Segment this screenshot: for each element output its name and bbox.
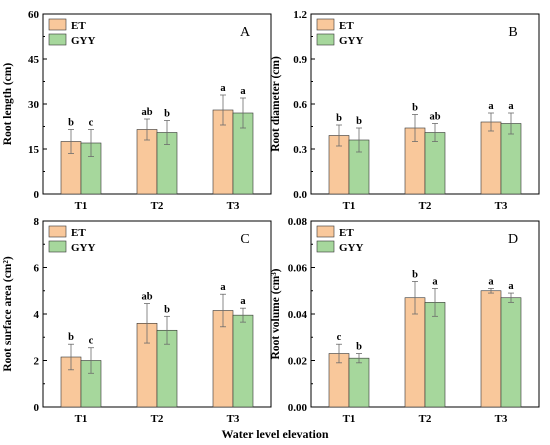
x-tick-label: T3 [227,413,240,425]
significance-letter: a [240,296,246,307]
significance-letter: b [68,118,74,129]
legend-swatch-et [316,225,335,238]
x-tick-label: T2 [151,413,164,425]
significance-letter: a [220,83,226,94]
y-tick-label: 0 [34,189,40,201]
common-x-axis-title: Water level elevation [221,427,328,441]
bar-gyy-t3 [232,314,254,408]
y-tick-label: 60 [28,9,40,21]
significance-letter: c [89,118,94,129]
bar-gyy-t1 [348,357,370,408]
legend-label-et: ET [339,20,354,32]
significance-letter: b [356,116,362,127]
significance-letter: c [337,332,342,343]
y-tick-label: 0.0 [293,189,307,201]
y-tick-label: 2 [34,356,40,368]
bar-gyy-t2 [424,302,446,408]
y-tick-label: 0.02 [288,356,308,368]
significance-letter: ab [429,112,440,123]
y-axis-title: Root length (cm) [2,63,14,146]
legend-swatch-gyy [48,33,67,46]
panel-c: 0 2 4 6 8 Root surface area (cm²) C T1 b c T2 ab b T3… [2,216,272,425]
bar-gyy-t3 [500,297,522,408]
legend-label-et: ET [71,20,86,32]
legend-label-gyy: GYY [339,35,364,47]
x-tick-label: T2 [419,200,432,212]
significance-letter: a [508,101,514,112]
legend-swatch-gyy [316,33,335,46]
y-axis-title: Root volume (cm³) [270,268,282,359]
significance-letter: b [68,332,74,343]
panel-label: B [508,25,517,40]
significance-letter: ab [141,107,152,118]
x-tick-label: T2 [419,413,432,425]
y-tick-label: 0.06 [288,263,308,275]
panel-label: D [508,232,518,247]
y-tick-label: 0.00 [288,402,308,414]
legend-label-gyy: GYY [71,35,96,47]
panel-label: C [240,232,249,247]
panel-label: A [240,25,251,40]
panel-b: 0.0 0.3 0.6 0.9 1.2 Root diameter (cm) B T1 b b T2… [270,9,540,212]
y-tick-label: 0.9 [293,54,307,66]
legend-swatch-gyy [316,240,335,253]
y-tick-label: 6 [34,263,40,275]
panel-d: 0.00 0.02 0.04 0.06 0.08 Root volume (cm³) D T1… [270,216,540,425]
y-tick-label: 15 [28,144,40,156]
legend-label-gyy: GYY [71,242,96,254]
significance-letter: a [488,276,494,287]
y-tick-label: 8 [34,216,40,228]
x-tick-label: T1 [75,200,88,212]
significance-letter: a [488,101,494,112]
significance-letter: ab [141,292,152,303]
significance-letter: a [220,282,226,293]
significance-letter: a [432,276,438,287]
significance-letter: a [240,86,246,97]
x-tick-label: T3 [495,200,508,212]
legend-swatch-et [316,18,335,31]
legend-label-gyy: GYY [339,242,364,254]
significance-letter: a [508,281,514,292]
x-tick-label: T3 [495,413,508,425]
significance-letter: b [336,113,342,124]
x-tick-label: T1 [343,413,356,425]
significance-letter: b [412,269,418,280]
y-tick-label: 4 [34,309,40,321]
y-tick-label: 1.2 [293,9,307,21]
panel-a: 0 15 30 45 60 Root length (cm) A T1 b c T2 ab b T3 a a E… [2,9,272,212]
legend-label-et: ET [339,227,354,239]
legend-swatch-et [48,225,67,238]
y-tick-label: 0.6 [293,99,307,111]
x-tick-label: T1 [343,200,356,212]
significance-letter: b [356,342,362,353]
y-tick-label: 30 [28,99,40,111]
significance-letter: b [412,103,418,114]
y-axis-title: Root surface area (cm²) [2,256,14,371]
y-tick-label: 0.08 [288,216,308,228]
legend-label-et: ET [71,227,86,239]
legend-swatch-et [48,18,67,31]
x-tick-label: T1 [75,413,88,425]
bar-et-t3 [480,290,502,408]
y-tick-label: 45 [28,54,40,66]
significance-letter: c [89,336,94,347]
y-tick-label: 0.3 [293,144,307,156]
bar-et-t3 [480,121,502,195]
y-axis-title: Root diameter (cm) [270,56,282,152]
significance-letter: b [164,109,170,120]
x-tick-label: T2 [151,200,164,212]
x-tick-label: T3 [227,200,240,212]
legend-swatch-gyy [48,240,67,253]
significance-letter: b [164,304,170,315]
y-tick-label: 0 [34,402,40,414]
y-tick-label: 0.04 [288,309,308,321]
